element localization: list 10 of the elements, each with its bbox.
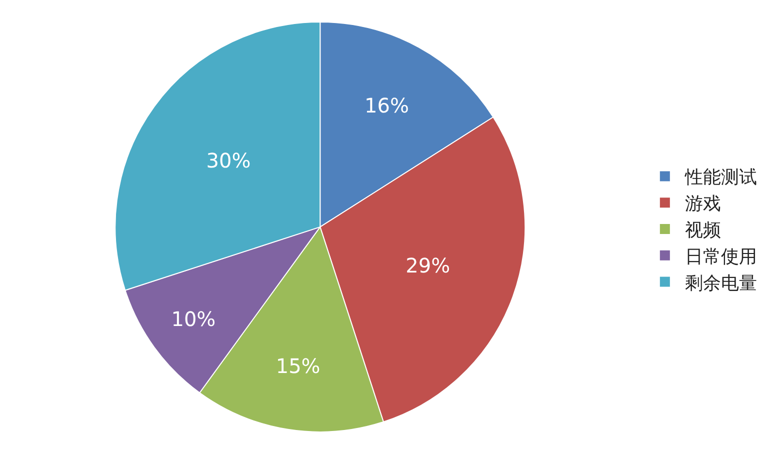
data-label: 29% (406, 254, 450, 278)
legend-label: 性能测试 (684, 167, 757, 188)
data-label: 15% (276, 354, 320, 378)
data-label: 30% (206, 148, 251, 172)
legend-label: 日常使用 (684, 246, 757, 268)
data-label: 10% (171, 306, 216, 331)
legend-label: 游戏 (684, 194, 721, 215)
legend-label: 剩余电量 (684, 272, 757, 294)
data-label: 16% (364, 94, 409, 118)
legend-label: 视频 (684, 220, 721, 242)
